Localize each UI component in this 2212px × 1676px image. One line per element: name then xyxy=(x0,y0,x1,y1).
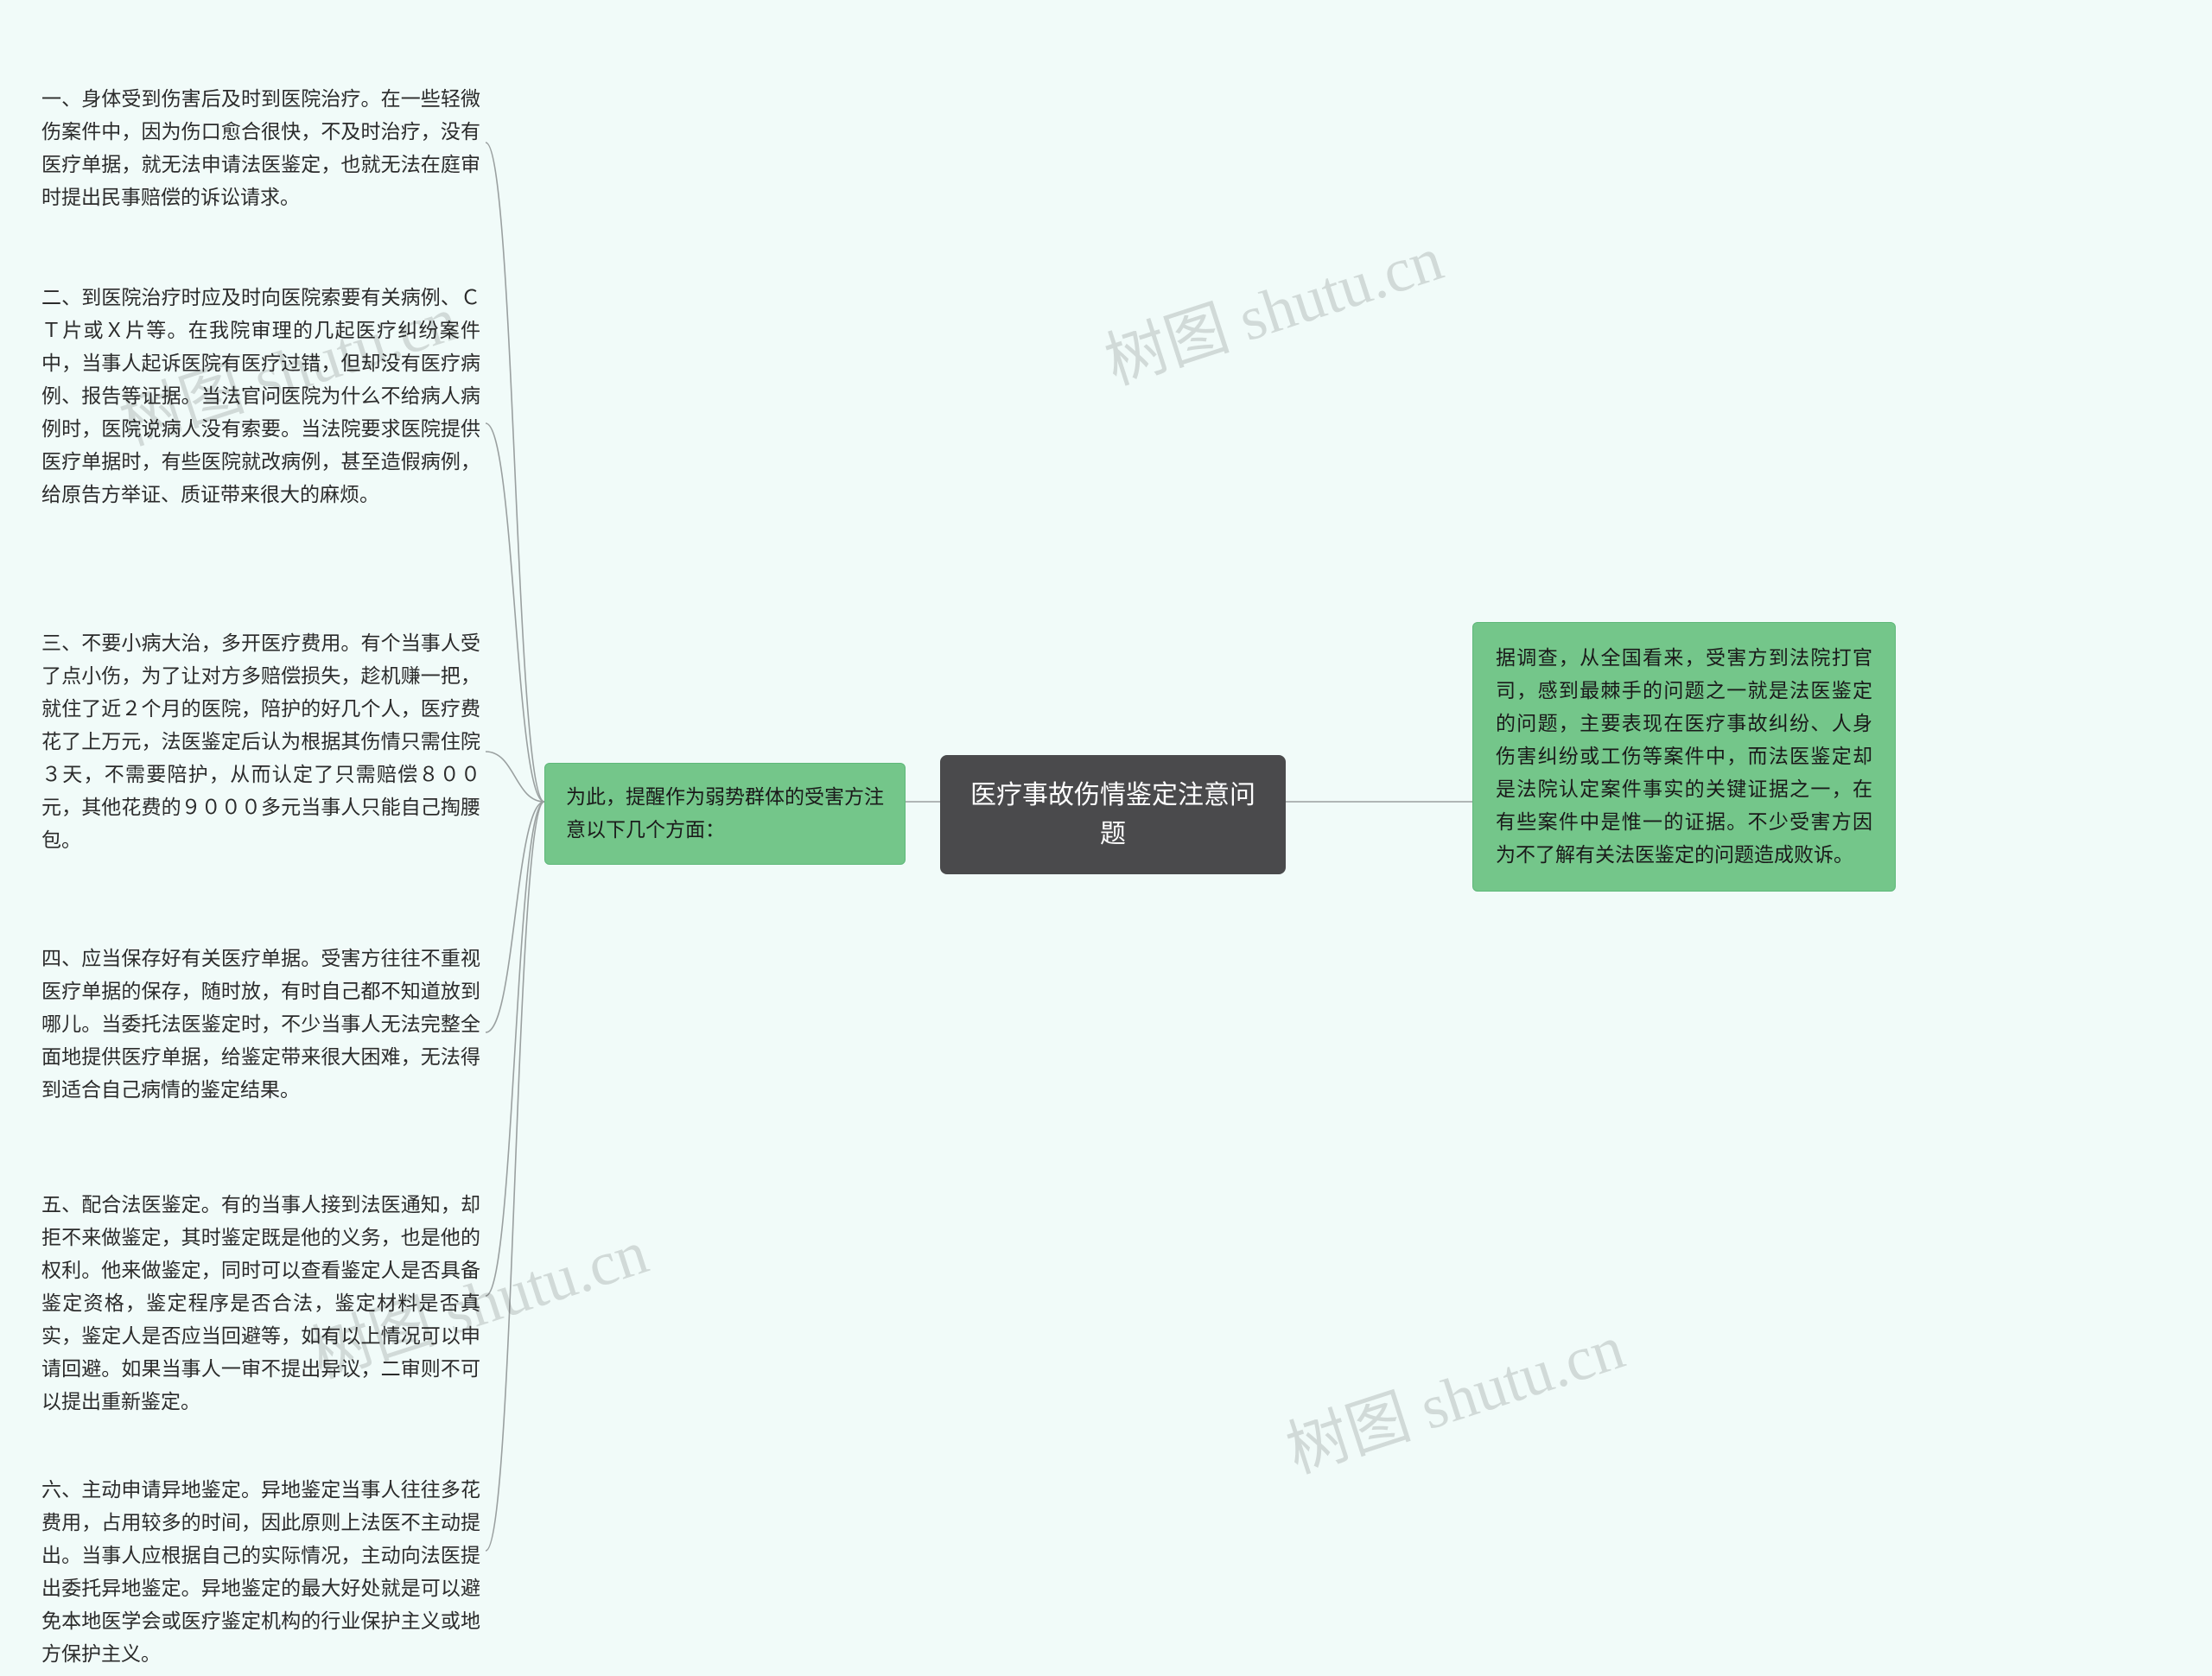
left-branch-text: 为此，提醒作为弱势群体的受害方注意以下几个方面： xyxy=(566,785,884,841)
leaf-text-6: 六、主动申请异地鉴定。异地鉴定当事人往往多花费用，占用较多的时间，因此原则上法医… xyxy=(41,1478,480,1665)
leaf-text-4: 四、应当保存好有关医疗单据。受害方往往不重视医疗单据的保存，随时放，有时自己都不… xyxy=(41,947,480,1101)
right-branch-node: 据调查，从全国看来，受害方到法院打官司，感到最棘手的问题之一就是法医鉴定的问题，… xyxy=(1472,622,1896,892)
leaf-node-5: 五、配合法医鉴定。有的当事人接到法医通知，却拒不来做鉴定，其时鉴定既是他的义务，… xyxy=(36,1184,486,1424)
leaf-node-2: 二、到医院治疗时应及时向医院索要有关病例、ＣＴ片或Ｘ片等。在我院审理的几起医疗纠… xyxy=(36,276,486,517)
leaf-text-3: 三、不要小病大治，多开医疗费用。有个当事人受了点小伤，为了让对方多赔偿损失，趁机… xyxy=(41,632,480,851)
center-text: 医疗事故伤情鉴定注意问题 xyxy=(970,781,1255,848)
center-node: 医疗事故伤情鉴定注意问题 xyxy=(940,755,1286,874)
leaf-node-4: 四、应当保存好有关医疗单据。受害方往往不重视医疗单据的保存，随时放，有时自己都不… xyxy=(36,937,486,1112)
watermark-2: 树图 shutu.cn xyxy=(1092,207,1452,402)
leaf-text-1: 一、身体受到伤害后及时到医院治疗。在一些轻微伤案件中，因为伤口愈合很快，不及时治… xyxy=(41,87,480,208)
leaf-text-2: 二、到医院治疗时应及时向医院索要有关病例、ＣＴ片或Ｘ片等。在我院审理的几起医疗纠… xyxy=(41,286,480,505)
leaf-node-6: 六、主动申请异地鉴定。异地鉴定当事人往往多花费用，占用较多的时间，因此原则上法医… xyxy=(36,1469,486,1676)
watermark-4: 树图 shutu.cn xyxy=(1274,1296,1634,1490)
leaf-text-5: 五、配合法医鉴定。有的当事人接到法医通知，却拒不来做鉴定，其时鉴定既是他的义务，… xyxy=(41,1193,480,1413)
leaf-node-1: 一、身体受到伤害后及时到医院治疗。在一些轻微伤案件中，因为伤口愈合很快，不及时治… xyxy=(36,78,486,219)
leaf-node-3: 三、不要小病大治，多开医疗费用。有个当事人受了点小伤，为了让对方多赔偿损失，趁机… xyxy=(36,622,486,862)
left-branch-node: 为此，提醒作为弱势群体的受害方注意以下几个方面： xyxy=(544,763,906,865)
right-branch-text: 据调查，从全国看来，受害方到法院打官司，感到最棘手的问题之一就是法医鉴定的问题，… xyxy=(1496,646,1872,866)
